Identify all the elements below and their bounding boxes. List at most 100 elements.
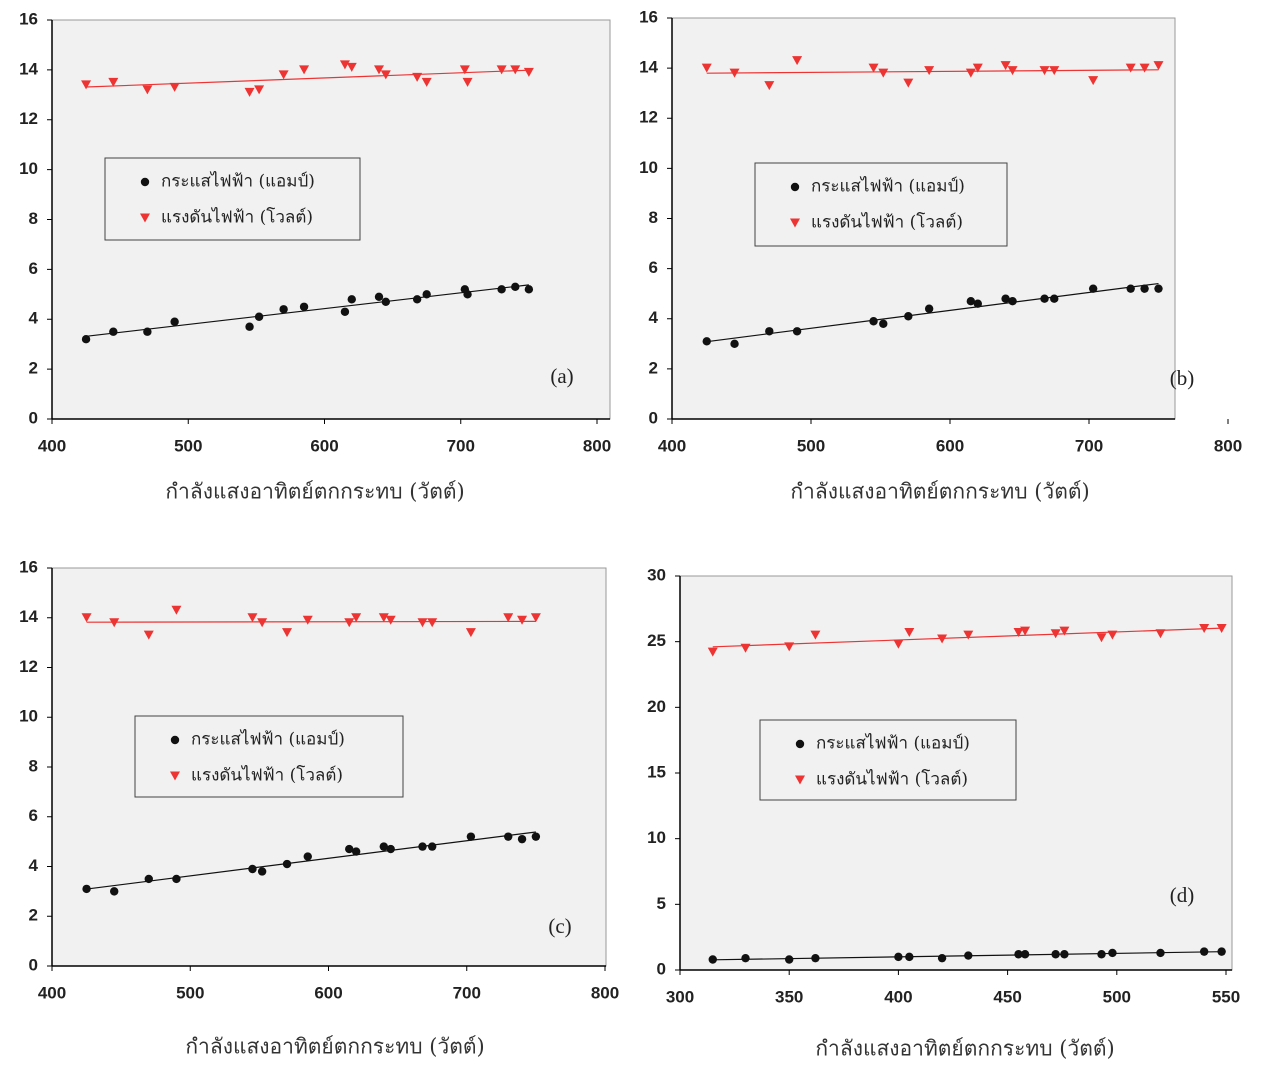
point <box>1126 284 1135 293</box>
point <box>418 842 427 851</box>
point <box>795 775 805 785</box>
point <box>143 327 152 336</box>
point <box>247 613 258 623</box>
y-tick-label: 12 <box>639 108 658 127</box>
point <box>1020 626 1031 636</box>
legend-label: แรงดันไฟฟ้า (โวลต์) <box>191 765 343 786</box>
point <box>345 844 354 854</box>
x-tick-label: 500 <box>797 436 825 455</box>
y-tick-label: 6 <box>649 258 658 277</box>
point <box>1199 947 1209 956</box>
plot-area <box>679 575 1233 971</box>
point <box>973 299 982 308</box>
point <box>1140 284 1149 293</box>
legend-label: กระแสไฟฟ้า (แอมป์) <box>816 733 970 754</box>
x-tick-label: 700 <box>453 983 481 1002</box>
point <box>140 177 150 187</box>
point <box>785 955 794 964</box>
point <box>1001 294 1010 303</box>
point <box>385 615 396 625</box>
point <box>278 70 289 80</box>
y-tick-label: 8 <box>29 209 38 228</box>
point <box>1039 66 1050 76</box>
y-tick-label: 10 <box>647 828 666 847</box>
point <box>1050 629 1061 639</box>
point <box>378 613 389 623</box>
point <box>879 319 888 328</box>
point <box>412 72 423 82</box>
point <box>1108 948 1117 958</box>
point <box>1088 76 1099 86</box>
point <box>1088 284 1098 293</box>
point <box>81 80 92 90</box>
point <box>282 859 292 869</box>
y-tick-label: 16 <box>19 9 38 28</box>
point <box>81 335 91 344</box>
x-tick-label: 600 <box>936 436 964 455</box>
x-tick-label: 800 <box>583 436 611 455</box>
point <box>303 852 312 861</box>
point <box>1059 626 1070 636</box>
point <box>1154 284 1163 293</box>
point <box>517 615 528 625</box>
point <box>1199 624 1210 634</box>
point <box>109 327 118 336</box>
y-tick-label: 10 <box>19 707 38 726</box>
legend-label: แรงดันไฟฟ้า (โวลต์) <box>161 207 313 228</box>
trend-line <box>86 69 529 88</box>
point <box>1216 624 1227 634</box>
point <box>351 613 362 623</box>
point <box>171 605 182 615</box>
point <box>1008 297 1017 306</box>
y-tick-label: 4 <box>29 856 39 875</box>
point <box>503 613 514 623</box>
point <box>1139 63 1150 73</box>
point <box>523 67 534 77</box>
trend-line <box>86 620 536 623</box>
x-axis-label: กำลังแสงอาทิตย์ตกกระทบ (วัตต์) <box>815 1037 1114 1061</box>
point <box>244 87 255 97</box>
point <box>257 618 268 628</box>
point <box>421 77 432 87</box>
point <box>972 63 983 73</box>
y-tick-label: 4 <box>649 308 659 327</box>
point <box>109 618 120 628</box>
y-tick-label: 5 <box>657 894 666 913</box>
point <box>531 832 541 841</box>
y-tick-label: 15 <box>647 762 666 781</box>
x-axis-label: กำลังแสงอาทิตย์ตกกระทบ (วัตต์) <box>165 480 464 504</box>
legend-label: แรงดันไฟฟ้า (โวลต์) <box>816 769 968 790</box>
legend-label: กระแสไฟฟ้า (แอมป์) <box>161 171 315 192</box>
point <box>795 739 805 749</box>
point <box>282 628 293 638</box>
x-tick-label: 800 <box>591 983 619 1002</box>
point <box>1050 294 1059 303</box>
point <box>427 618 438 628</box>
x-tick-label: 600 <box>310 436 338 455</box>
point <box>170 317 179 326</box>
x-tick-label: 500 <box>176 983 204 1002</box>
point <box>707 647 718 657</box>
point <box>924 66 935 76</box>
point <box>82 884 91 894</box>
point <box>299 65 310 75</box>
legend-label: แรงดันไฟฟ้า (โวลต์) <box>811 212 963 233</box>
y-tick-label: 10 <box>19 159 38 178</box>
point <box>790 182 800 192</box>
x-axis-label: กำลังแสงอาทิตย์ตกกระทบ (วัตต์) <box>790 480 1089 504</box>
point <box>379 842 388 851</box>
point <box>422 290 431 299</box>
point <box>245 322 254 331</box>
point <box>110 887 119 896</box>
point <box>1156 948 1165 958</box>
y-tick-label: 25 <box>647 631 666 650</box>
point <box>496 65 507 75</box>
point <box>511 282 520 292</box>
point <box>894 952 903 962</box>
point <box>878 68 889 78</box>
legend-label: กระแสไฟฟ้า (แอมป์) <box>191 729 345 750</box>
point <box>1125 63 1136 73</box>
point <box>963 630 974 640</box>
point <box>140 213 150 223</box>
